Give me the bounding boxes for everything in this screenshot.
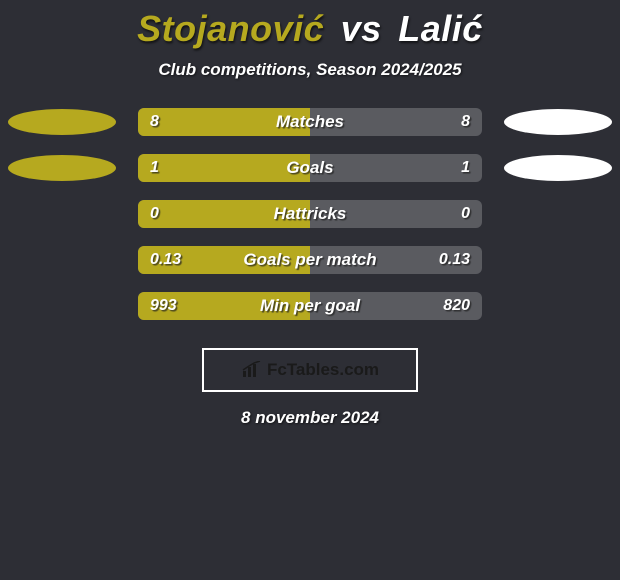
title-player2: Lalić [398,8,483,49]
date-line: 8 november 2024 [0,408,620,428]
stat-label: Goals [0,154,620,182]
stat-row: 993820Min per goal [0,292,620,338]
stats-container: 88Matches11Goals00Hattricks0.130.13Goals… [0,108,620,338]
page-title: Stojanović vs Lalić [0,0,620,50]
stat-row: 0.130.13Goals per match [0,246,620,292]
stat-row: 11Goals [0,154,620,200]
brand-text: FcTables.com [267,360,379,380]
stat-row: 88Matches [0,108,620,154]
title-vs: vs [341,8,382,49]
stat-label: Hattricks [0,200,620,228]
stat-row: 00Hattricks [0,200,620,246]
subtitle: Club competitions, Season 2024/2025 [0,60,620,80]
brand-box: FcTables.com [202,348,418,392]
title-player1: Stojanović [137,8,324,49]
stat-label: Goals per match [0,246,620,274]
bar-chart-icon [241,361,263,379]
stat-label: Matches [0,108,620,136]
stat-label: Min per goal [0,292,620,320]
